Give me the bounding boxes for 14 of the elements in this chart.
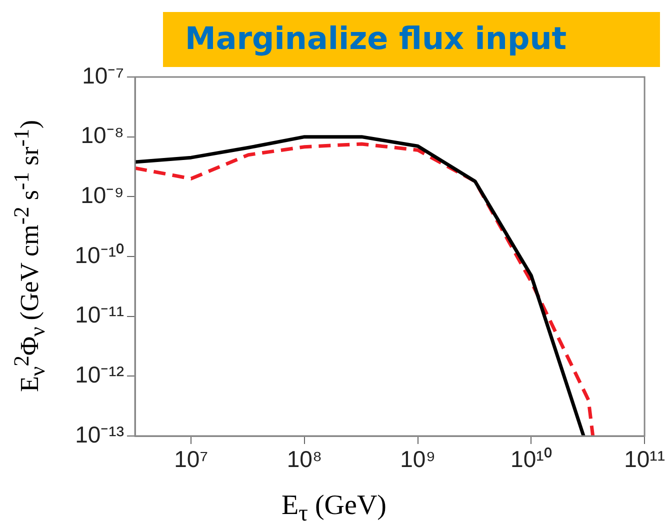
y-tick-label: 10⁻¹²: [75, 362, 124, 388]
y-tick-label: 10⁻¹¹: [75, 302, 124, 328]
x-tick-label: 10⁹: [400, 446, 436, 472]
x-tick-label: 10¹⁰: [510, 446, 552, 472]
y-tick-label: 10⁻¹³: [75, 421, 124, 448]
y-tick-label: 10⁻¹⁰: [74, 242, 124, 268]
y-tick-label: 10⁻⁹: [80, 182, 124, 208]
x-tick-label: 10⁷: [174, 446, 208, 472]
x-tick-label: 10⁸: [286, 446, 322, 472]
x-tick-label: 10¹¹: [624, 446, 666, 472]
y-tick-label: 10⁻⁸: [80, 122, 124, 148]
chart-title: Marginalize flux input: [163, 12, 660, 67]
x-axis-title: E$_{τ}$ (GeV): [280, 490, 388, 528]
y-tick-label: 10⁻⁷: [82, 62, 124, 88]
